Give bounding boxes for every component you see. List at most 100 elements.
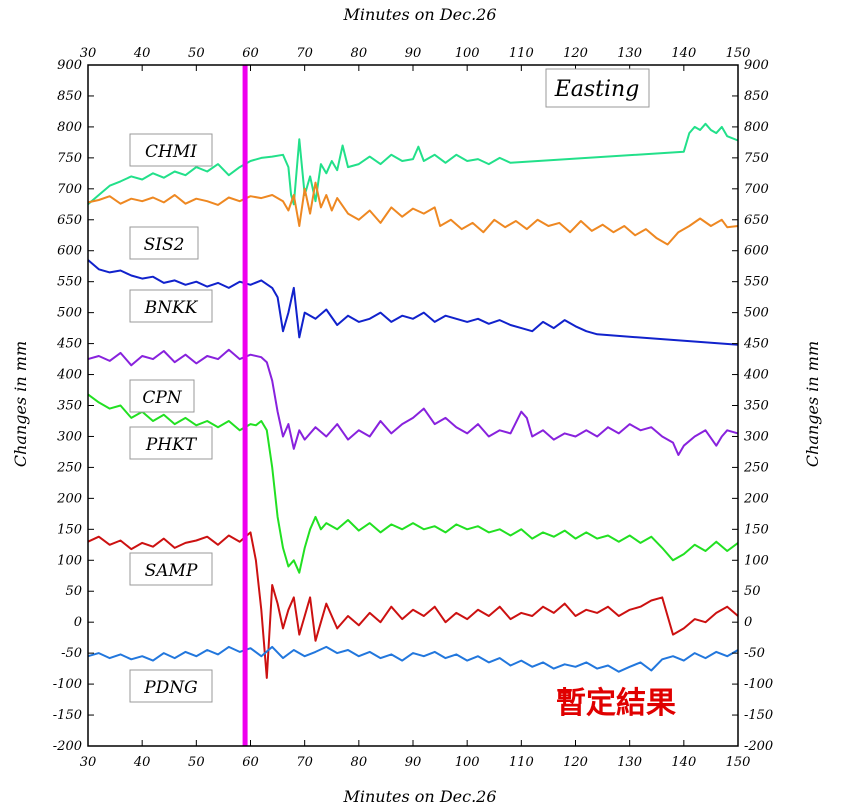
y-tick-label-right--50: -50 [744,646,765,661]
station-label-chmi: CHMI [129,133,213,167]
y-tick-label-right-350: 350 [744,399,769,414]
y-axis-title-right: Changes in mm [803,341,822,467]
y-tick-label-right-300: 300 [744,429,769,444]
y-tick-label-right-150: 150 [744,522,769,537]
provisional-result-stamp: 暫定結果 [556,686,676,721]
y-tick-label-right-50: 50 [744,584,761,599]
series-layer [87,122,739,679]
series-line-sis2 [87,181,739,246]
y-tick-label-left-450: 450 [56,337,82,352]
x-tick-label-bottom-60: 60 [242,755,259,770]
y-tick-label-left-50: 50 [65,584,82,599]
y-tick-label-right--200: -200 [744,739,773,754]
svg-text:CPN: CPN [142,388,182,408]
series-line-phkt [87,393,739,574]
station-labels: CHMI SIS2 BNKK CPN PHKT SAMP PDNG [129,133,213,703]
y-tick-label-left-500: 500 [57,306,82,321]
x-tick-label-top-110: 110 [509,46,534,61]
axis-layer: 30 30 40 40 50 50 60 60 70 70 80 80 90 90 100 100 110 110… [53,46,773,770]
x-tick-label-top-80: 80 [351,46,368,61]
y-tick-label-right-100: 100 [744,553,769,568]
title-box: Easting [545,68,650,108]
station-label-sis2: SIS2 [129,226,199,260]
station-label-cpn: CPN [129,379,195,413]
y-tick-label-right-400: 400 [743,368,769,383]
station-label-phkt: PHKT [129,426,213,460]
y-tick-label-left-750: 750 [57,151,82,166]
y-tick-label-right-600: 600 [744,244,769,259]
svg-text:BNKK: BNKK [144,298,199,318]
x-tick-label-bottom-130: 130 [617,755,642,770]
x-tick-label-bottom-150: 150 [726,755,751,770]
x-tick-label-top-130: 130 [617,46,642,61]
x-tick-label-bottom-120: 120 [563,755,588,770]
y-tick-label-right--150: -150 [744,708,773,723]
y-tick-label-left--50: -50 [61,646,82,661]
x-tick-label-top-60: 60 [242,46,259,61]
x-tick-label-top-90: 90 [405,46,422,61]
svg-text:SAMP: SAMP [145,561,198,581]
y-tick-label-left-350: 350 [57,399,82,414]
x-tick-label-bottom-110: 110 [509,755,534,770]
y-tick-label-right-750: 750 [744,151,769,166]
y-tick-label-right-550: 550 [744,275,769,290]
x-tick-label-top-30: 30 [80,46,97,61]
y-tick-label-left-700: 700 [57,182,82,197]
y-tick-label-left-550: 550 [57,275,82,290]
x-tick-label-bottom-80: 80 [351,755,368,770]
station-label-bnkk: BNKK [129,289,213,323]
x-tick-label-bottom-140: 140 [671,755,696,770]
x-tick-label-bottom-100: 100 [455,755,480,770]
y-tick-label-left-900: 900 [57,58,82,73]
y-tick-label-left-600: 600 [57,244,82,259]
y-tick-label-left-200: 200 [56,491,82,506]
y-tick-label-right--100: -100 [744,677,773,692]
station-label-samp: SAMP [129,552,213,586]
y-tick-label-right-800: 800 [744,120,769,135]
x-tick-label-bottom-70: 70 [296,755,313,770]
y-tick-label-left-150: 150 [57,522,82,537]
y-tick-label-right-250: 250 [743,460,769,475]
chart-title: Easting [554,77,640,102]
y-tick-label-left-100: 100 [57,553,82,568]
x-tick-label-top-120: 120 [563,46,588,61]
y-tick-label-left--150: -150 [53,708,82,723]
x-axis-title-top: Minutes on Dec.26 [342,5,496,24]
x-tick-label-top-70: 70 [296,46,313,61]
y-tick-label-left-300: 300 [57,429,82,444]
x-tick-label-bottom-30: 30 [80,755,97,770]
y-tick-label-left-850: 850 [57,89,82,104]
y-tick-label-right-0: 0 [744,615,752,630]
station-label-pdng: PDNG [129,669,213,703]
x-tick-label-bottom-50: 50 [188,755,205,770]
x-tick-label-bottom-90: 90 [405,755,422,770]
y-tick-label-right-200: 200 [743,491,769,506]
series-line-chmi [87,122,739,206]
y-tick-label-left-650: 650 [57,213,82,228]
y-tick-label-right-900: 900 [744,58,769,73]
y-tick-label-right-650: 650 [744,213,769,228]
x-tick-label-top-50: 50 [188,46,205,61]
y-tick-label-left-800: 800 [57,120,82,135]
x-tick-label-top-100: 100 [455,46,480,61]
y-tick-label-right-700: 700 [744,182,769,197]
series-line-samp [87,531,739,679]
x-tick-label-top-40: 40 [133,46,151,61]
y-tick-label-left--200: -200 [53,739,82,754]
series-line-pdng [87,645,739,673]
x-axis-title-bottom: Minutes on Dec.26 [342,787,496,806]
y-tick-label-left-0: 0 [74,615,82,630]
svg-text:SIS2: SIS2 [144,235,185,255]
x-tick-label-bottom-40: 40 [133,755,151,770]
y-tick-label-right-500: 500 [744,306,769,321]
series-line-bnkk [87,259,739,346]
series-line-cpn [87,348,739,456]
y-axis-title-left: Changes in mm [11,341,30,467]
y-tick-label-left-400: 400 [56,368,82,383]
svg-text:PHKT: PHKT [145,435,198,455]
x-tick-label-top-140: 140 [671,46,696,61]
svg-text:CHMI: CHMI [145,142,197,162]
y-tick-label-right-450: 450 [743,337,769,352]
svg-text:PDNG: PDNG [143,678,198,698]
